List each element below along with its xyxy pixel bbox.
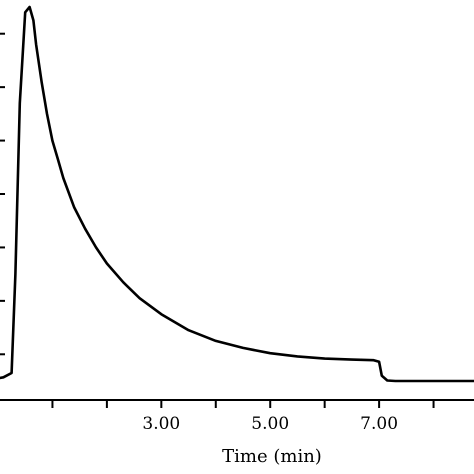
series-line <box>0 5 474 383</box>
x-axis-title: Time (min) <box>222 446 322 467</box>
x-axis-tick-labels: 3.00 5.00 7.00 <box>142 414 398 434</box>
y-axis-ticks <box>0 32 5 356</box>
x-tick-label: 3.00 <box>142 414 180 434</box>
x-tick-label: 7.00 <box>360 414 398 434</box>
x-tick-label: 5.00 <box>251 414 289 434</box>
x-axis-ticks <box>51 400 435 408</box>
